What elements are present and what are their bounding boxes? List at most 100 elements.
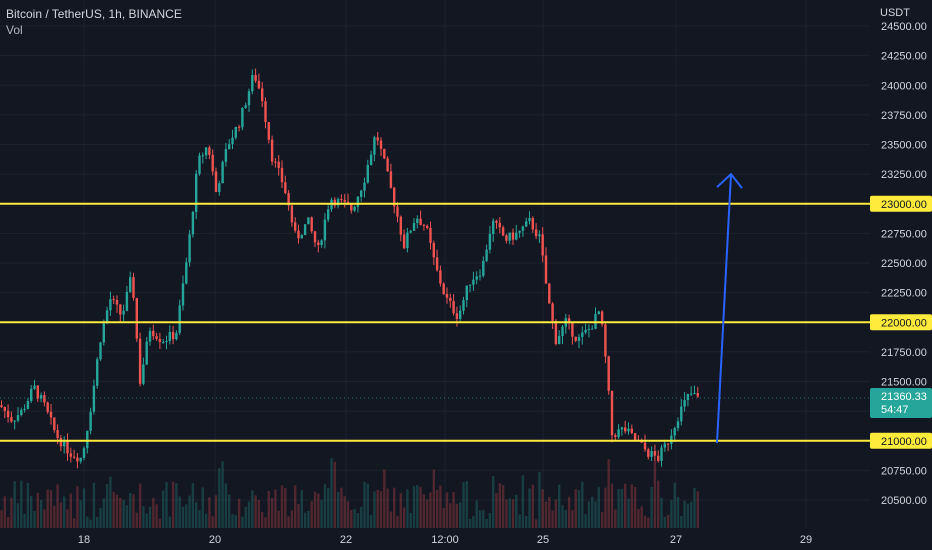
volume-label[interactable]: Vol bbox=[6, 23, 23, 37]
candle-body bbox=[274, 161, 277, 163]
candle-body bbox=[617, 429, 620, 437]
volume-bar bbox=[231, 514, 234, 528]
time-axis: 18 20 22 12:00 25 27 29 bbox=[0, 528, 932, 550]
candle-body bbox=[132, 277, 135, 299]
candle-body bbox=[455, 313, 459, 319]
candle-body bbox=[614, 435, 617, 437]
candle-body bbox=[574, 336, 577, 341]
volume-bar bbox=[132, 494, 135, 528]
candle-body bbox=[505, 235, 508, 241]
volume-bar bbox=[267, 491, 270, 528]
candle-body bbox=[528, 218, 531, 222]
level-label-bg bbox=[870, 314, 932, 331]
symbol-title[interactable]: Bitcoin / TetherUS, 1h, BINANCE bbox=[6, 7, 182, 21]
volume-bar bbox=[666, 514, 670, 528]
volume-bar bbox=[6, 516, 10, 528]
volume-bar bbox=[201, 487, 204, 528]
candle-body bbox=[653, 450, 657, 456]
volume-bar bbox=[511, 499, 515, 528]
volume-bar bbox=[303, 512, 307, 528]
volume-bar bbox=[72, 518, 76, 528]
volume-bar bbox=[640, 506, 643, 528]
candle-body bbox=[102, 323, 105, 343]
volume-bar bbox=[119, 497, 122, 528]
volume-bar bbox=[412, 485, 416, 528]
candle-body bbox=[33, 385, 36, 389]
volume-bar bbox=[561, 505, 564, 528]
volume-bar bbox=[647, 517, 650, 528]
candle-body bbox=[264, 101, 267, 123]
candle-body bbox=[221, 161, 224, 184]
volume-bar bbox=[96, 516, 99, 528]
candle-body bbox=[511, 232, 515, 240]
volume-bar bbox=[175, 483, 178, 528]
volume-bar bbox=[336, 491, 340, 528]
candle-body bbox=[379, 140, 383, 149]
candlesticks bbox=[0, 68, 699, 469]
volume-bar bbox=[442, 508, 445, 528]
candle-body bbox=[561, 326, 564, 337]
candle-body bbox=[148, 330, 152, 342]
volume-bar bbox=[653, 461, 657, 528]
candle-body bbox=[327, 209, 330, 220]
candle-body bbox=[251, 74, 254, 92]
candle-body bbox=[247, 91, 251, 106]
candle-body bbox=[53, 417, 56, 431]
volume-bar bbox=[587, 501, 591, 528]
volume-bar bbox=[495, 493, 498, 528]
volume-bar bbox=[297, 504, 300, 528]
volume-bar bbox=[218, 468, 221, 528]
candle-body bbox=[115, 299, 119, 305]
candle-body bbox=[452, 301, 455, 314]
candle-body bbox=[125, 291, 129, 311]
volume-bar bbox=[142, 506, 145, 528]
volume-bar bbox=[468, 519, 472, 528]
candle-body bbox=[158, 338, 162, 342]
volume-bar bbox=[333, 461, 336, 528]
volume-bar bbox=[620, 488, 624, 528]
candle-body bbox=[96, 359, 99, 386]
volume-bar bbox=[518, 514, 521, 528]
volume-bar bbox=[105, 484, 109, 528]
volume-bar bbox=[66, 509, 69, 528]
volume-bar bbox=[224, 483, 228, 528]
candle-body bbox=[188, 234, 191, 263]
time-tick-label: 22 bbox=[340, 534, 352, 546]
volume-bar bbox=[188, 495, 191, 528]
candle-body bbox=[99, 342, 102, 360]
volume-bar bbox=[373, 491, 376, 528]
arrow-shaft[interactable] bbox=[716, 174, 732, 444]
candle-body bbox=[663, 443, 666, 448]
candle-body bbox=[20, 409, 23, 416]
volume-bar bbox=[69, 493, 72, 528]
volume-bar bbox=[541, 489, 544, 528]
candle-body bbox=[508, 232, 511, 241]
last-price-value: 21360.33 bbox=[881, 391, 927, 403]
candle-body bbox=[69, 453, 72, 457]
volume-bar bbox=[89, 519, 92, 528]
volume-bar bbox=[439, 485, 442, 528]
volume-bar bbox=[693, 487, 696, 528]
volume-bar bbox=[475, 500, 478, 528]
time-tick-label: 18 bbox=[78, 534, 90, 546]
volume-bar bbox=[307, 510, 310, 528]
volume-bar bbox=[313, 491, 317, 528]
candle-body bbox=[666, 443, 670, 445]
volume-bar bbox=[449, 503, 452, 528]
candle-body bbox=[89, 411, 92, 431]
candle-body bbox=[16, 415, 20, 421]
candle-body bbox=[363, 182, 366, 191]
volume-bar bbox=[515, 494, 518, 528]
volume-bar bbox=[247, 501, 251, 528]
volume-bar bbox=[376, 489, 379, 528]
volume-bar bbox=[594, 501, 597, 528]
candle-body bbox=[208, 147, 211, 155]
last-price-badge: 21360.33 54:47 bbox=[870, 388, 932, 419]
candle-body bbox=[406, 232, 409, 249]
candle-body bbox=[36, 385, 39, 399]
volume-bar bbox=[99, 507, 102, 528]
candle-body bbox=[419, 218, 422, 225]
volume-bar bbox=[346, 501, 350, 528]
volume-bar bbox=[581, 481, 584, 528]
